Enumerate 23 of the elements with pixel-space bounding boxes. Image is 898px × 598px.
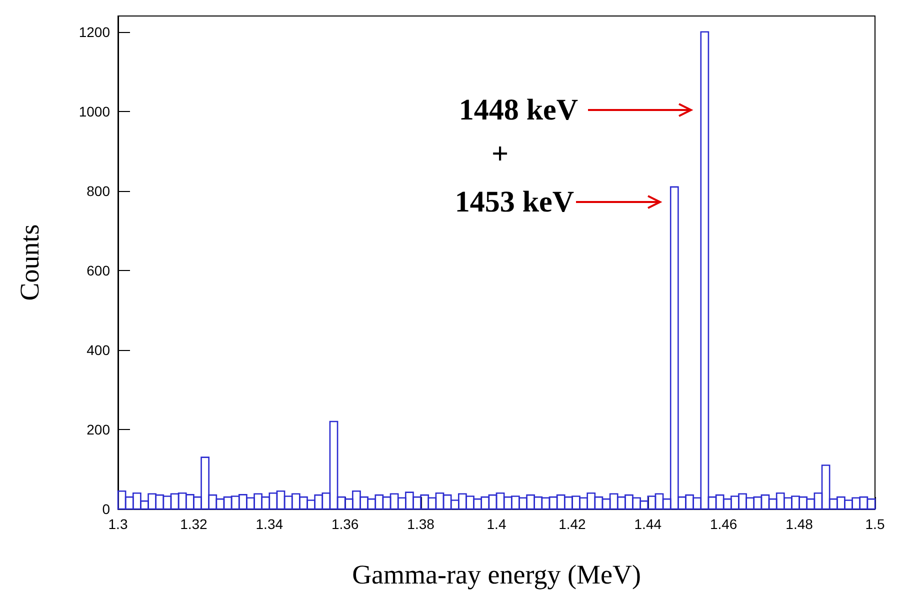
x-tick-label: 1.4 (486, 516, 506, 532)
x-tick-label: 1.5 (865, 516, 885, 532)
x-axis-title: Gamma-ray energy (MeV) (352, 560, 641, 590)
x-tick-label: 1.38 (407, 516, 435, 532)
x-tick-label: 1.48 (786, 516, 814, 532)
annotation: + (491, 138, 509, 170)
y-tick-label: 600 (86, 262, 110, 278)
x-tick-label: 1.46 (710, 516, 738, 532)
y-tick-label: 200 (86, 421, 110, 438)
y-tick-label: 1200 (78, 24, 110, 40)
y-tick-label: 1000 (78, 103, 110, 120)
y-tick-label: 800 (86, 182, 110, 199)
y-tick-label: 400 (86, 342, 110, 358)
y-tick-label: 0 (102, 501, 110, 517)
x-tick-label: 1.3 (108, 516, 128, 532)
annotation: 1448 keV (458, 94, 578, 126)
annotation: 1453 keV (454, 186, 574, 218)
x-tick-label: 1.42 (558, 516, 586, 532)
x-tick-label: 1.36 (331, 516, 359, 532)
x-tick-label: 1.34 (256, 516, 284, 532)
x-tick-label: 1.32 (180, 516, 208, 532)
x-tick-label: 1.44 (634, 516, 662, 532)
y-axis-title: Counts (14, 224, 44, 301)
